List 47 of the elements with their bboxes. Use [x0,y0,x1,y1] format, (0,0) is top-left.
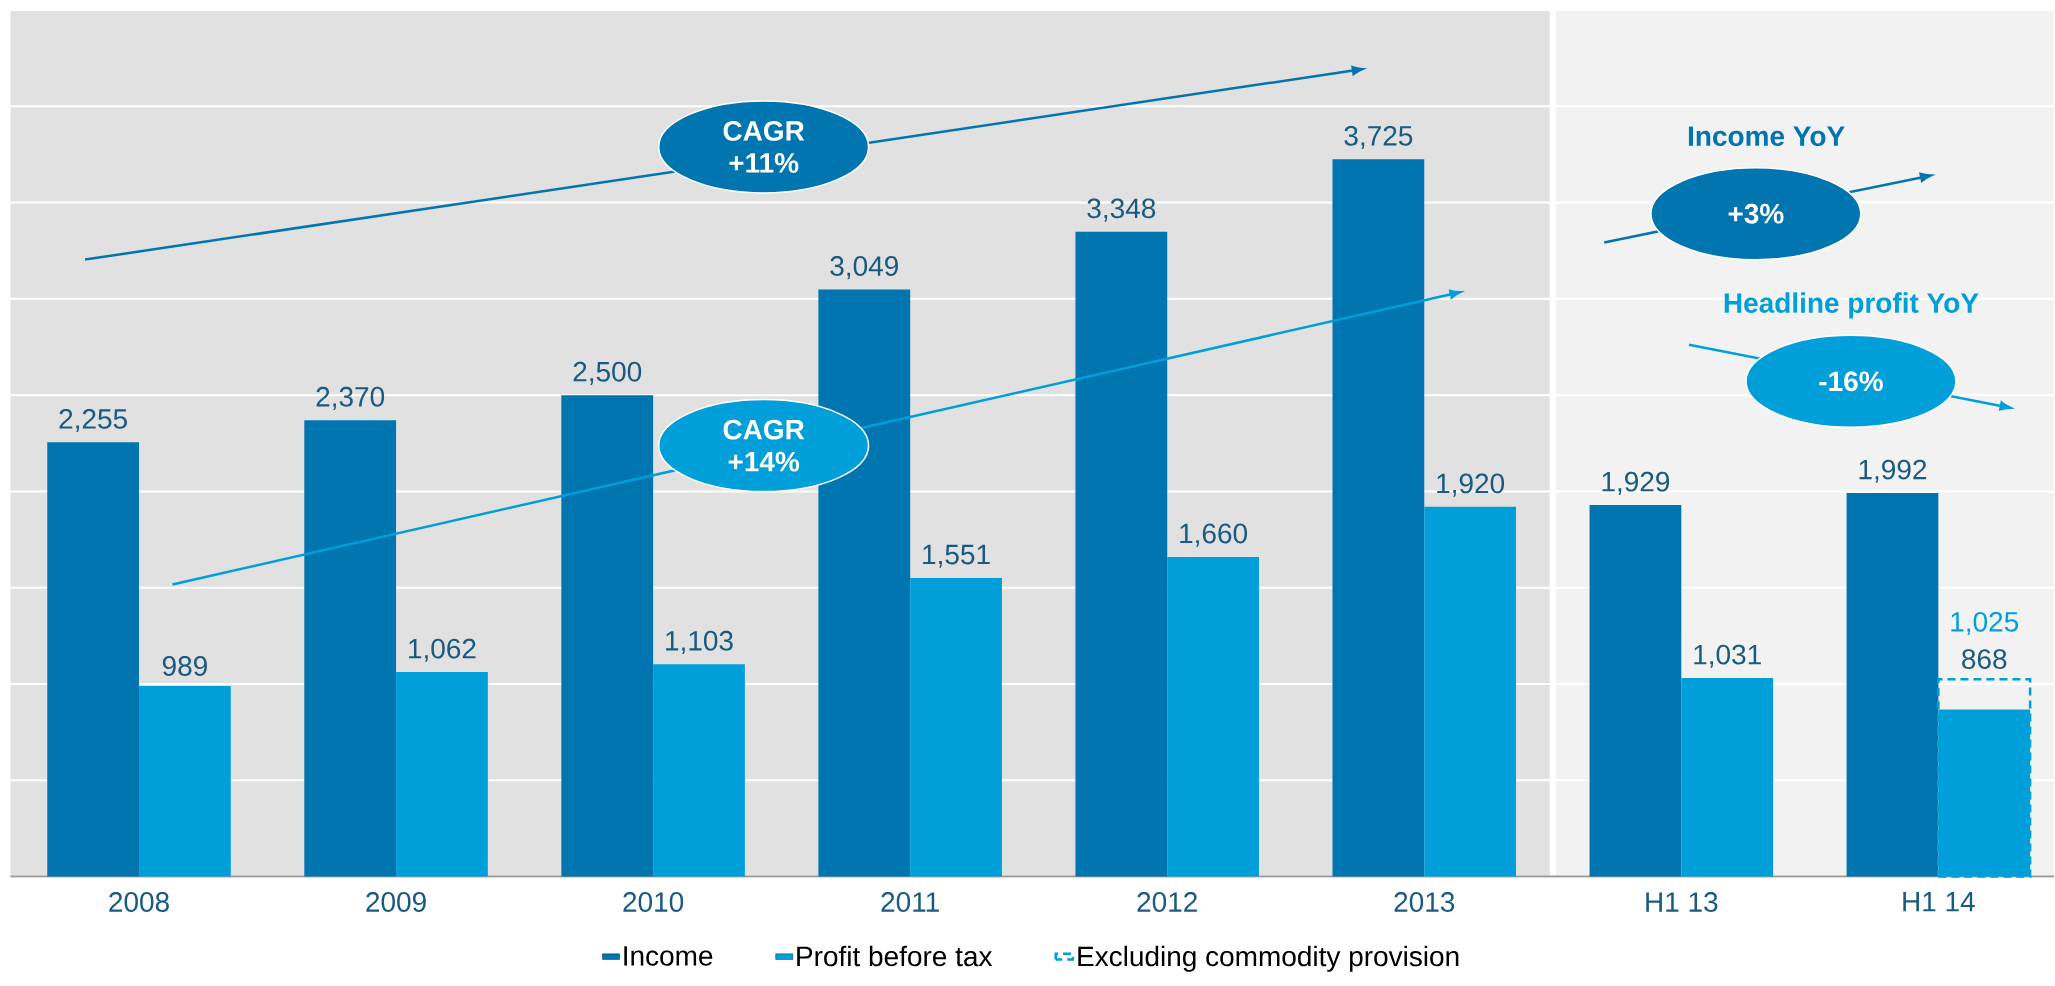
x-tick-label: 2011 [881,892,939,913]
annotation: Headline profit YoY [1724,292,1979,319]
data-label: 1,920 [1437,473,1505,497]
bar [910,578,1002,877]
bar [304,420,397,877]
x-tick-label: 2008 [109,892,169,913]
bar [1681,678,1774,877]
legend-label: Excluding commodity provision [1078,946,1459,973]
legend-label: Profit before tax [797,946,993,967]
data-label: 3,049 [830,256,898,280]
data-label: 868 [1962,649,2007,670]
bar [653,664,745,877]
data-label: 2,255 [59,409,127,433]
data-label: 1,660 [1180,523,1248,547]
bar [139,686,231,877]
x-tick-label: 2012 [1137,892,1197,913]
data-label: 1,929 [1602,472,1670,496]
data-label: 3,725 [1344,126,1413,150]
data-label: 1,062 [409,638,476,663]
x-tick-label: 2010 [623,892,684,913]
annotation: CAGR +11% [723,121,805,174]
bar [1937,678,2032,879]
data-label: 2,370 [316,387,385,411]
data-label: 3,348 [1087,198,1156,222]
bar [396,672,488,877]
x-tick-label: H1 13 [1646,892,1718,913]
bar [1589,505,1682,877]
x-tick-label: H1 14 [1903,892,1975,912]
bar [1424,507,1517,877]
data-label: 1,992 [1859,459,1927,483]
bar [561,395,654,877]
data-label: 1,031 [1694,644,1761,669]
annotation: CAGR +14% [723,419,805,472]
legend-label: Income [624,946,713,967]
data-label: 2,500 [573,362,642,386]
x-tick-label: 2013 [1394,892,1455,913]
x-tick-label: 2009 [366,892,426,913]
bar [1332,159,1425,877]
bar [1167,557,1259,877]
data-label: 989 [162,656,207,677]
bar [1075,232,1168,877]
data-label: 1,025 [1951,612,2019,636]
data-label: 1,551 [923,545,990,568]
annotation: Income YoY [1688,126,1845,147]
bar [47,442,140,877]
data-label: 1,103 [666,631,733,655]
bar [1846,493,1939,877]
